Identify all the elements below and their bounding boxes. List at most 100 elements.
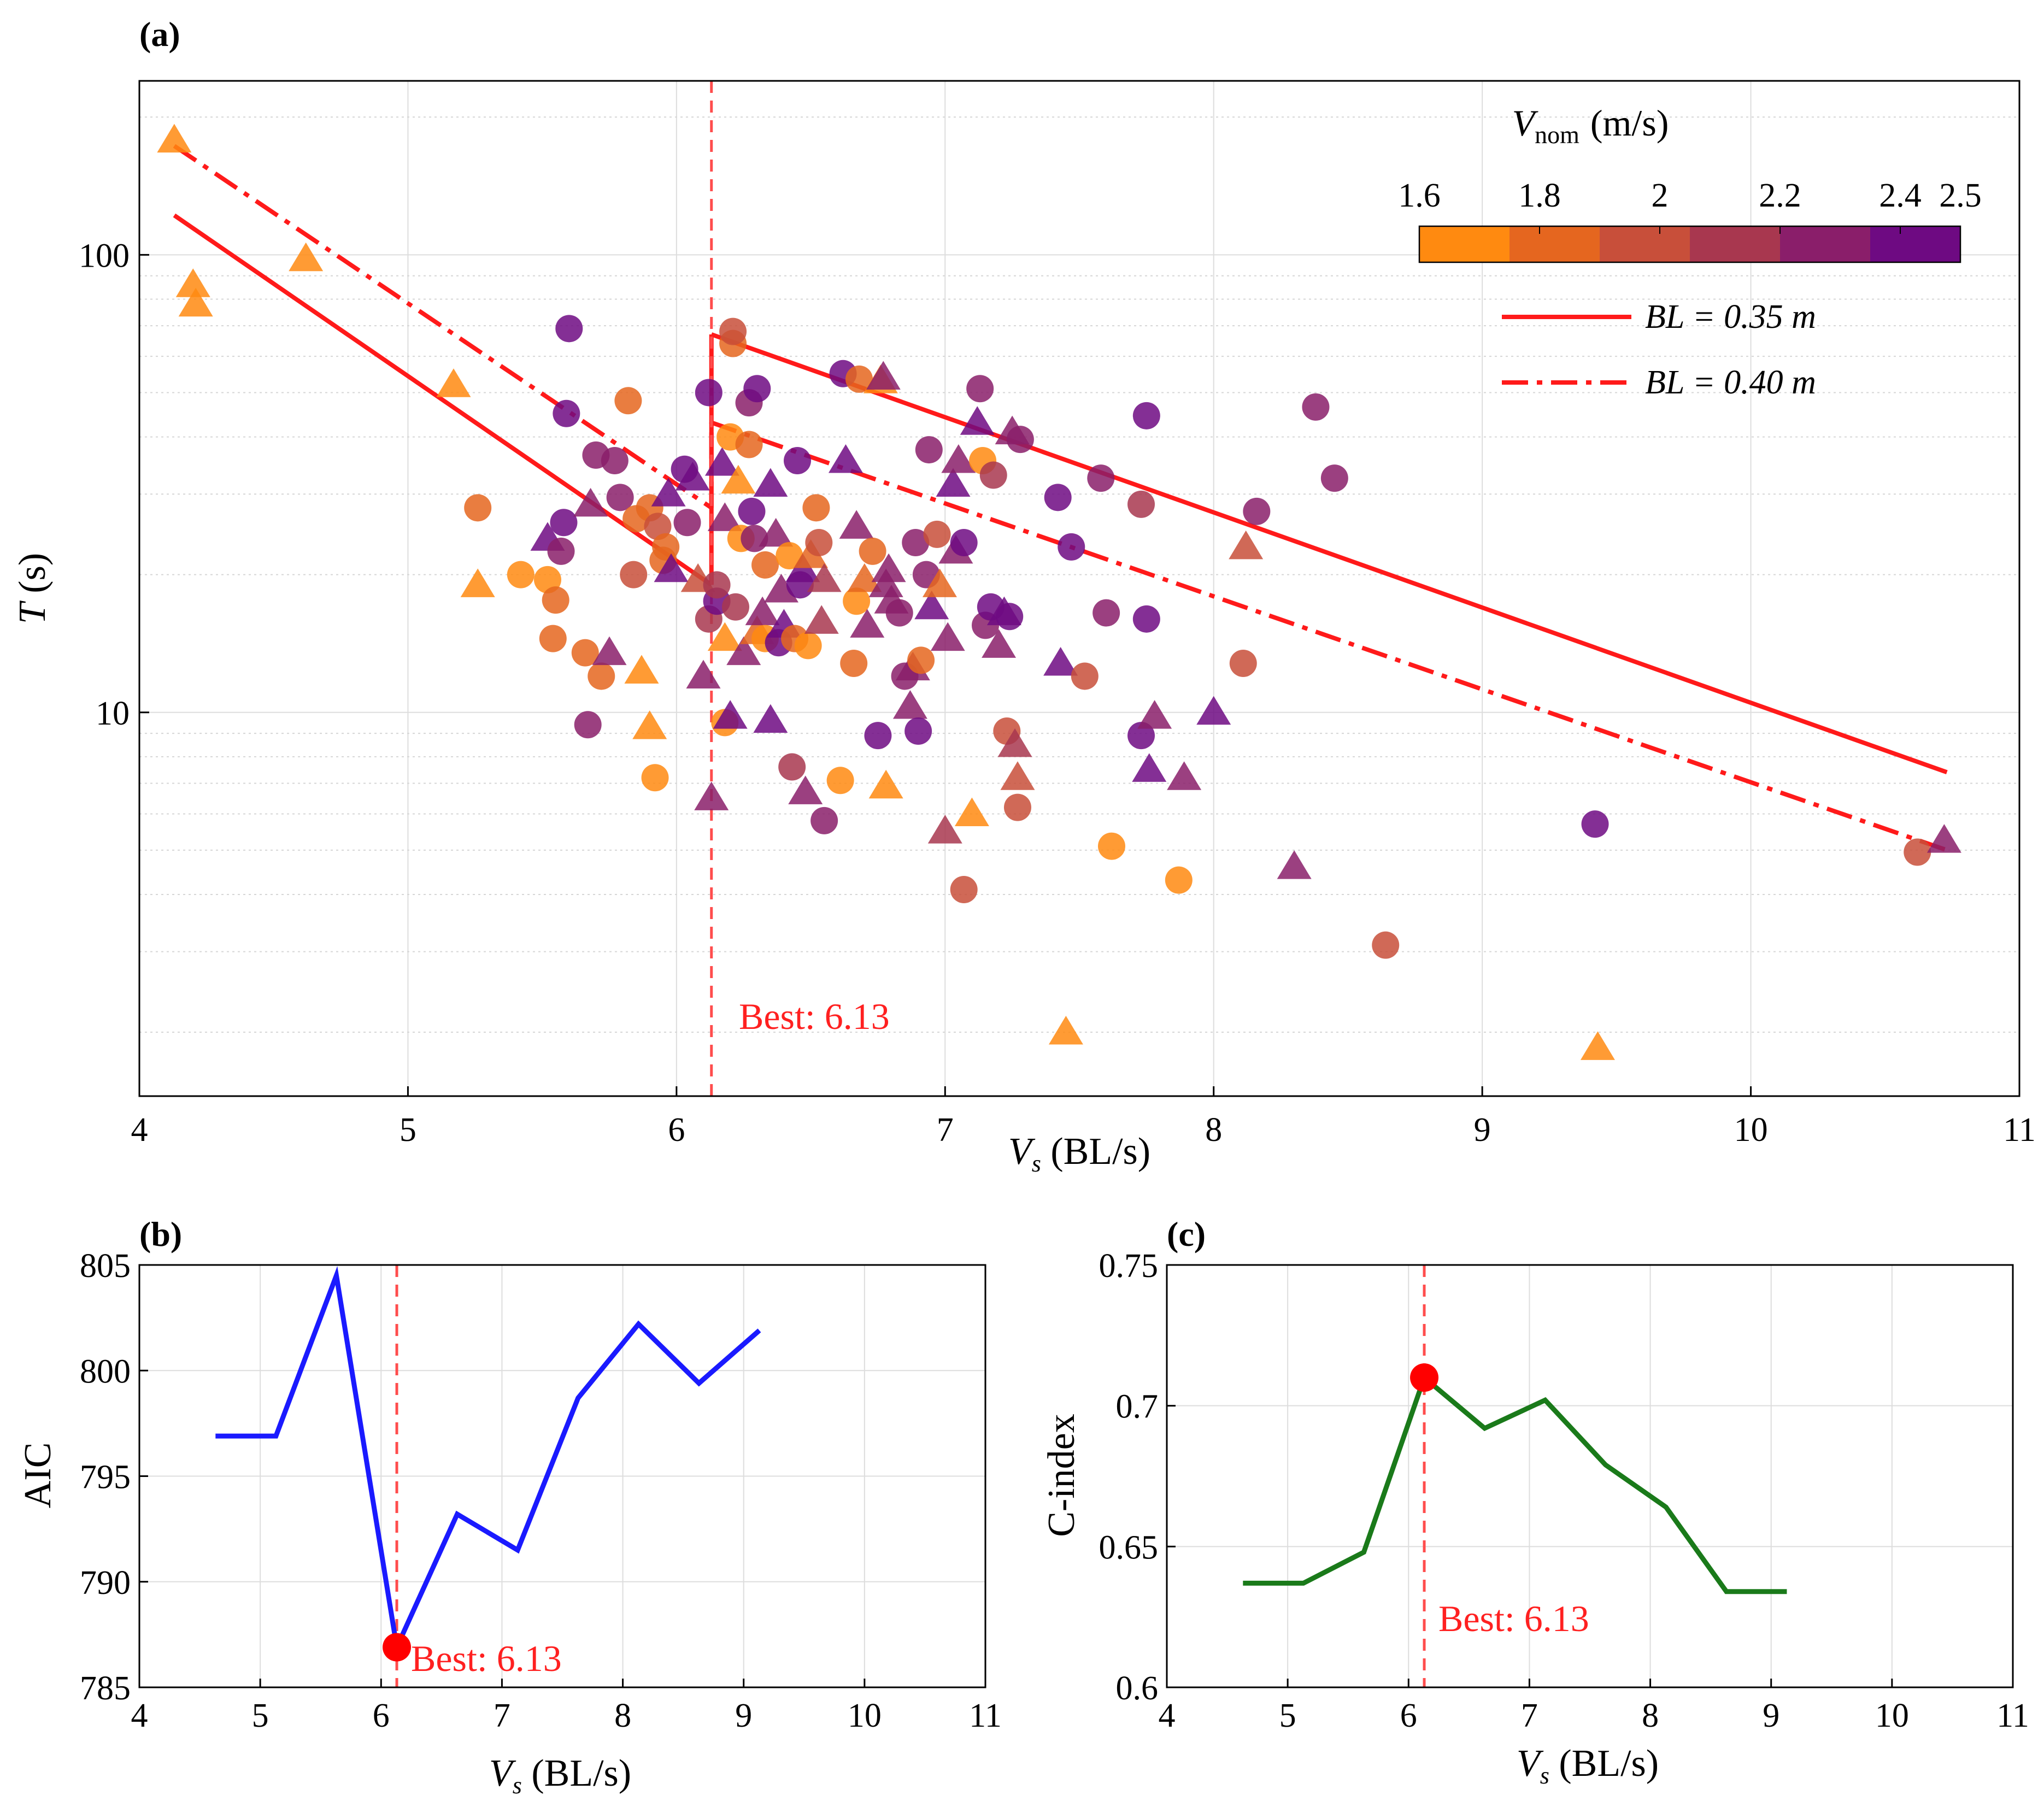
scatter-point-triangle-157 [1229, 530, 1264, 560]
x-tick-label-6: 6 [668, 1111, 685, 1149]
scatter-point-circle-42 [695, 379, 723, 407]
c-y-tick-label-0.6: 0.6 [1116, 1670, 1159, 1707]
scatter-point-circle-165 [1904, 838, 1931, 866]
panel-c-xlabel-unit: (BL/s) [1549, 1743, 1659, 1785]
scatter-point-triangle-38 [675, 462, 710, 491]
scatter-point-circle-133 [996, 603, 1024, 631]
colorbar-swatch-3 [1690, 226, 1781, 262]
scatter-point-triangle-18 [573, 487, 608, 517]
colorbar-title-var: V [1512, 102, 1539, 144]
panel-c-cindex: (c) 4 5 6 7 8 9 10 110.60.650.70.75 Best: 6.13 … [1041, 1215, 2029, 1789]
x-tick-label-10: 10 [1734, 1111, 1768, 1149]
colorbar-tick-label-2.5: 2.5 [1939, 177, 1982, 214]
c-x-tick-label-8: 8 [1642, 1697, 1659, 1734]
panel-b-xlabel-unit: (BL/s) [522, 1752, 631, 1794]
scatter-point-triangle-92 [839, 510, 874, 539]
scatter-point-circle-161 [1320, 464, 1348, 492]
panel-c-xlabel-var: V [1517, 1743, 1544, 1785]
panel-c-cindex-line [1243, 1373, 1787, 1594]
scatter-point-triangle-48 [707, 622, 742, 651]
y-tick-label-10: 10 [96, 695, 130, 732]
scatter-point-triangle-46 [704, 447, 739, 476]
scatter-point-triangle-124 [960, 406, 995, 435]
panel-c-xlabel-sub: s [1540, 1762, 1549, 1789]
scatter-point-triangle-135 [997, 728, 1032, 757]
scatter-point-circle-14 [553, 399, 580, 427]
scatter-point-circle-31 [644, 513, 672, 540]
colorbar-swatch-5 [1870, 226, 1961, 262]
scatter-point-triangle-49 [707, 502, 742, 531]
c-x-tick-label-6: 6 [1400, 1697, 1417, 1734]
scatter-point-triangle-50 [713, 700, 748, 729]
b-y-tick-label-800: 800 [80, 1353, 131, 1390]
colorbar-title: Vnom (m/s) [1512, 102, 1669, 149]
legend: BL = 0.35 m BL = 0.40 m [1502, 298, 1816, 401]
colorbar-frame [1418, 225, 1961, 263]
scatter-point-circle-93 [845, 365, 873, 393]
scatter-point-triangle-159 [1277, 850, 1312, 879]
c-x-tick-label-11: 11 [1996, 1697, 2029, 1734]
colorbar-title-unit: (m/s) [1590, 102, 1669, 144]
panel-b-xlabel-sub: s [513, 1772, 522, 1799]
scatter-point-triangle-95 [850, 609, 885, 638]
scatter-point-circle-22 [601, 447, 629, 475]
scatter-point-triangle-81 [794, 539, 829, 568]
scatter-point-triangle-1 [175, 268, 210, 297]
scatter-point-circle-53 [719, 317, 747, 345]
scatter-point-triangle-100 [868, 769, 903, 799]
c-y-tick-label-0.7: 0.7 [1116, 1388, 1159, 1426]
scatter-point-triangle-140 [1043, 646, 1078, 676]
b-x-tick-label-5: 5 [252, 1697, 269, 1734]
panel-a-ylabel-unit: (s) [11, 553, 54, 603]
y-tick-label-100: 100 [79, 237, 130, 274]
scatter-point-triangle-2 [178, 287, 213, 317]
scatter-point-circle-12 [547, 537, 575, 565]
panel-c-best-label: Best: 6.13 [1438, 1598, 1589, 1639]
panel-b-x-axis-label: Vs (BL/s) [489, 1752, 631, 1799]
scatter-point-triangle-113 [914, 590, 949, 620]
scatter-point-triangle-154 [1167, 761, 1202, 790]
scatter-point-triangle-123 [954, 797, 989, 827]
scatter-point-triangle-137 [1000, 761, 1035, 790]
legend-label-bl035: BL = 0.35 m [1645, 298, 1816, 335]
scatter-point-triangle-99 [866, 361, 901, 390]
panel-a-ylabel-var: T [11, 600, 54, 624]
colorbar-title-sub: nom [1535, 121, 1579, 149]
scatter-point-circle-109 [904, 717, 932, 745]
b-x-tick-label-4: 4 [131, 1697, 148, 1734]
scatter-point-triangle-102 [871, 553, 906, 582]
panel-b-aic-line [215, 1266, 761, 1656]
scatter-point-triangle-94 [847, 563, 882, 592]
colorbar-swatch-4 [1780, 226, 1871, 262]
scatter-point-circle-10 [539, 625, 567, 652]
c-y-tick-label-0.75: 0.75 [1099, 1247, 1159, 1285]
scatter-point-triangle-69 [759, 517, 794, 547]
scatter-point-circle-60 [738, 497, 766, 525]
panel-a-xlabel-unit: (BL/s) [1041, 1131, 1150, 1173]
scatter-point-circle-146 [1097, 832, 1125, 860]
panel-b-best-label: Best: 6.13 [411, 1638, 562, 1679]
scatter-point-circle-112 [915, 436, 943, 464]
b-x-tick-label-9: 9 [735, 1697, 752, 1734]
scatter-point-circle-142 [1058, 533, 1085, 561]
scatter-point-circle-147 [1127, 490, 1155, 518]
colorbar-tick-label-2: 2 [1652, 177, 1669, 214]
b-y-tick-label-790: 790 [80, 1564, 131, 1602]
scatter-point-triangle-106 [892, 690, 927, 719]
scatter-point-triangle-164 [1580, 1031, 1615, 1060]
scatter-point-circle-83 [805, 529, 833, 557]
scatter-point-triangle-166 [1926, 824, 1961, 853]
scatter-point-triangle-152 [1137, 700, 1172, 729]
scatter-point-circle-110 [907, 646, 935, 674]
colorbar-swatch-2 [1600, 226, 1690, 262]
scatter-point-circle-23 [606, 484, 634, 511]
scatter-point-circle-11 [542, 586, 569, 614]
panel-c-ticks: 4 5 6 7 8 9 10 11 0.6 0.65 0.7 0.75 [1099, 1247, 2029, 1734]
scatter-point-circle-73 [776, 542, 803, 570]
scatter-point-circle-104 [885, 599, 913, 627]
c-x-tick-label-9: 9 [1763, 1697, 1779, 1734]
scatter-point-triangle-120 [941, 444, 976, 473]
scatter-point-circle-13 [550, 509, 578, 537]
scatter-point-circle-45 [703, 571, 731, 599]
